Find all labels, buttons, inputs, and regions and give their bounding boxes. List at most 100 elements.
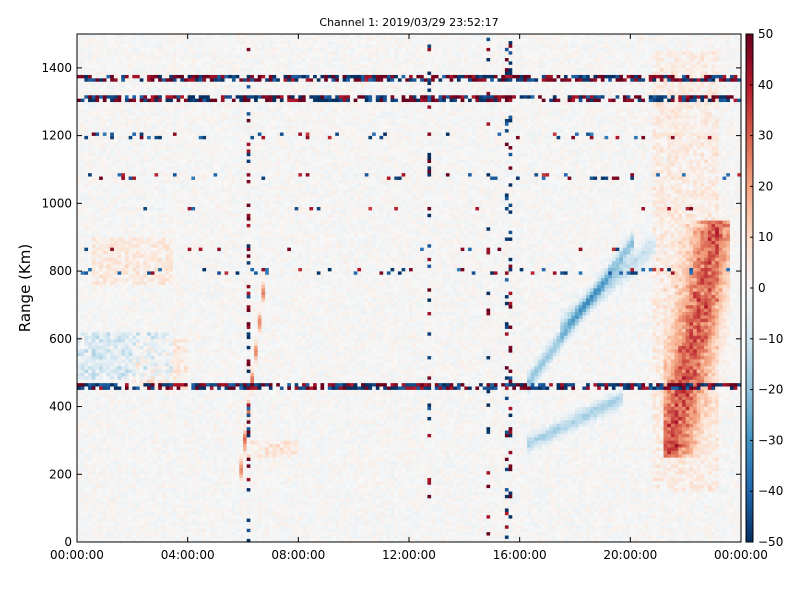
heatmap-cell bbox=[92, 61, 96, 65]
heatmap-cell bbox=[191, 332, 195, 336]
heatmap-cell bbox=[140, 512, 144, 516]
heatmap-cell bbox=[99, 376, 103, 380]
heatmap-cell bbox=[184, 373, 188, 377]
heatmap-cell bbox=[154, 237, 158, 241]
heatmap-cell bbox=[177, 291, 181, 295]
heatmap-cell bbox=[184, 224, 188, 228]
heatmap-cell bbox=[154, 325, 158, 329]
heatmap-cell bbox=[147, 68, 151, 72]
heatmap-cell bbox=[169, 305, 173, 309]
heatmap-cell bbox=[118, 122, 122, 126]
heatmap-cell bbox=[191, 288, 195, 292]
heatmap-cell bbox=[140, 437, 144, 441]
heatmap-cell bbox=[118, 153, 122, 157]
heatmap-cell bbox=[92, 461, 96, 465]
heatmap-cell bbox=[95, 193, 99, 197]
heatmap-cell bbox=[88, 224, 92, 228]
heatmap-cell bbox=[140, 383, 144, 387]
heatmap-cell bbox=[143, 258, 147, 262]
heatmap-cell bbox=[169, 37, 173, 41]
heatmap-cell bbox=[121, 305, 125, 309]
heatmap-cell bbox=[143, 176, 147, 180]
heatmap-cell bbox=[136, 356, 140, 360]
heatmap-cell bbox=[88, 105, 92, 109]
heatmap-cell bbox=[147, 396, 151, 400]
heatmap-cell bbox=[99, 48, 103, 52]
heatmap-cell bbox=[107, 58, 111, 62]
heatmap-cell bbox=[177, 203, 181, 207]
heatmap-cell bbox=[88, 95, 92, 99]
heatmap-cell bbox=[143, 58, 147, 62]
heatmap-cell bbox=[180, 61, 184, 65]
heatmap-cell bbox=[121, 92, 125, 96]
heatmap-cell bbox=[121, 241, 125, 245]
heatmap-cell bbox=[143, 163, 147, 167]
heatmap-cell bbox=[195, 491, 199, 495]
heatmap-cell bbox=[107, 528, 111, 532]
heatmap-cell bbox=[140, 478, 144, 482]
heatmap-cell bbox=[125, 423, 129, 427]
heatmap-cell bbox=[99, 129, 103, 133]
heatmap-cell bbox=[114, 190, 118, 194]
heatmap-cell bbox=[125, 98, 129, 102]
heatmap-cell bbox=[154, 308, 158, 312]
heatmap-cell bbox=[84, 169, 88, 173]
heatmap-cell bbox=[151, 142, 155, 146]
heatmap-cell bbox=[184, 332, 188, 336]
heatmap-cell bbox=[132, 437, 136, 441]
heatmap-cell bbox=[154, 430, 158, 434]
heatmap-cell bbox=[118, 444, 122, 448]
heatmap-cell bbox=[107, 346, 111, 350]
heatmap-cell bbox=[199, 437, 203, 441]
heatmap-cell bbox=[84, 488, 88, 492]
heatmap-cell bbox=[88, 142, 92, 146]
heatmap-cell bbox=[125, 322, 129, 326]
heatmap-cell bbox=[173, 115, 177, 119]
heatmap-cell bbox=[188, 68, 192, 72]
heatmap-cell bbox=[191, 501, 195, 505]
heatmap-cell bbox=[107, 423, 111, 427]
heatmap-cell bbox=[88, 159, 92, 163]
heatmap-cell bbox=[184, 230, 188, 234]
heatmap-cell bbox=[166, 75, 170, 79]
heatmap-cell bbox=[99, 119, 103, 123]
heatmap-cell bbox=[136, 271, 140, 275]
heatmap-cell bbox=[129, 78, 133, 82]
heatmap-cell bbox=[129, 305, 133, 309]
heatmap-cell bbox=[162, 427, 166, 431]
heatmap-cell bbox=[158, 349, 162, 353]
heatmap-cell bbox=[88, 288, 92, 292]
heatmap-cell bbox=[177, 369, 181, 373]
heatmap-cell bbox=[125, 329, 129, 333]
heatmap-cell bbox=[107, 115, 111, 119]
heatmap-cell bbox=[110, 451, 114, 455]
heatmap-cell bbox=[162, 454, 166, 458]
heatmap-cell bbox=[103, 251, 107, 255]
heatmap-cell bbox=[143, 112, 147, 116]
heatmap-cell bbox=[191, 423, 195, 427]
heatmap-cell bbox=[173, 423, 177, 427]
heatmap-cell bbox=[158, 139, 162, 143]
heatmap-cell bbox=[136, 173, 140, 177]
heatmap-cell bbox=[151, 339, 155, 343]
heatmap-cell bbox=[132, 291, 136, 295]
heatmap-cell bbox=[173, 417, 177, 421]
heatmap-cell bbox=[154, 522, 158, 526]
heatmap-cell bbox=[195, 305, 199, 309]
heatmap-cell bbox=[114, 268, 118, 272]
heatmap-cell bbox=[195, 278, 199, 282]
heatmap-cell bbox=[81, 213, 85, 217]
heatmap-cell bbox=[107, 386, 111, 390]
heatmap-cell bbox=[114, 37, 118, 41]
heatmap-cell bbox=[166, 298, 170, 302]
heatmap-cell bbox=[129, 335, 133, 339]
heatmap-cell bbox=[118, 37, 122, 41]
heatmap-cell bbox=[195, 363, 199, 367]
heatmap-cell bbox=[103, 268, 107, 272]
heatmap-cell bbox=[154, 518, 158, 522]
heatmap-cell bbox=[169, 136, 173, 140]
heatmap-cell bbox=[191, 461, 195, 465]
heatmap-cell bbox=[125, 396, 129, 400]
heatmap-cell bbox=[114, 512, 118, 516]
heatmap-cell bbox=[184, 122, 188, 126]
